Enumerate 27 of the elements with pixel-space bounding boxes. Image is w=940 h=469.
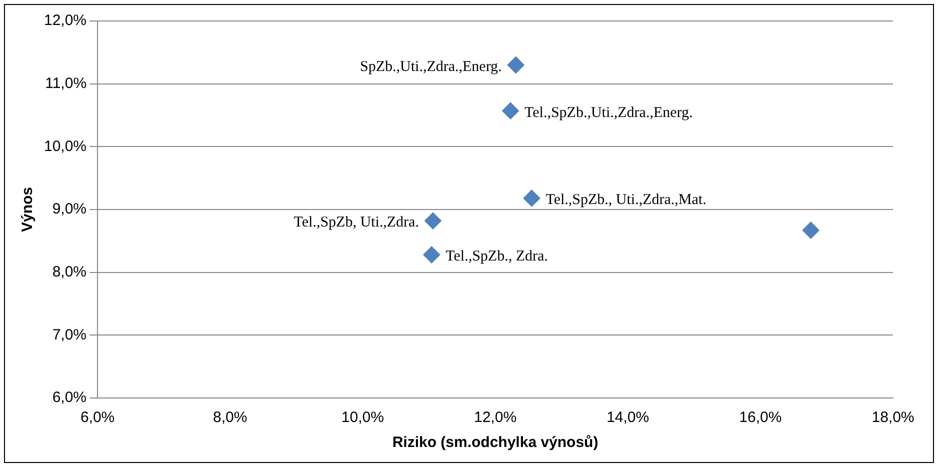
x-tick-label: 8,0% [213,409,248,426]
y-tick-label: 9,0% [52,200,87,218]
point [424,212,442,230]
point [423,246,440,264]
point [523,190,540,207]
point [802,222,820,239]
annotation: Tel.,SpZb., Zdra. [446,248,548,265]
x-tick-label: 14,0% [606,409,650,426]
annotation: SpZb.,Uti.,Zdra.,Energ. [360,58,502,75]
y-tick-label: 8,0% [52,263,87,280]
point [507,56,524,74]
x-tick-label: 18,0% [872,409,914,426]
annotation: Tel.,SpZb, Uti.,Zdra. [294,214,419,231]
y-tick-label: 6,0% [52,389,87,406]
point [502,102,520,120]
y-axis-title: Výnos [19,186,36,232]
x-tick-label: 10,0% [341,409,384,426]
x-axis-title: Riziko (sm.odchylka výnosů) [392,434,598,452]
x-tick-label: 16,0% [739,409,782,426]
x-tick-label: 6,0% [80,409,115,426]
annotation: Tel.,SpZb.,Uti.,Zdra.,Energ. [524,104,693,121]
y-tick-label: 10,0% [44,138,87,155]
y-tick-label: 7,0% [52,326,87,344]
annotation: Tel.,SpZb., Uti.,Zdra.,Mat. [546,192,706,208]
y-tick-label: 11,0% [45,74,87,92]
y-tick-label: 12,0% [44,12,87,30]
x-tick-label: 12,0% [474,409,517,426]
